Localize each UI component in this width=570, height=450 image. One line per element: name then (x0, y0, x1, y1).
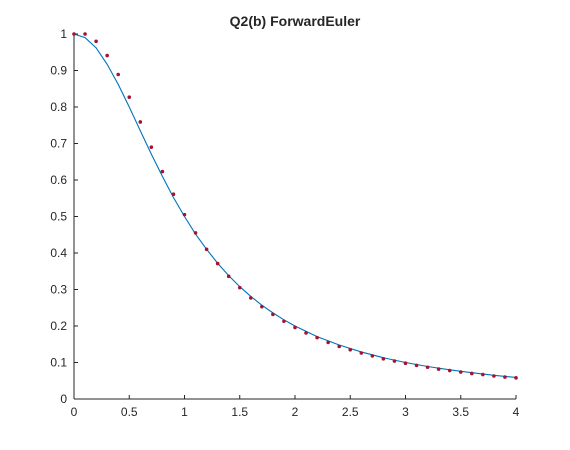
data-point (94, 39, 98, 44)
x-tick-label: 2.5 (342, 405, 359, 419)
data-point (337, 344, 342, 349)
data-point (249, 296, 253, 300)
data-point (72, 32, 76, 36)
data-point (514, 376, 518, 380)
data-point (193, 231, 198, 235)
data-point (470, 371, 474, 376)
x-tick-label: 3 (402, 405, 409, 419)
data-point (348, 347, 353, 352)
data-point (492, 374, 496, 378)
data-point (436, 367, 441, 371)
x-tick-label: 2 (292, 405, 299, 419)
data-point (138, 120, 143, 124)
data-point (271, 312, 275, 317)
data-point (226, 274, 231, 279)
data-point (171, 192, 176, 197)
chart-title: Q2(b) ForwardEuler (230, 13, 361, 29)
data-point (149, 145, 154, 149)
y-axis-ticks: 0 0.1 0.2 0.3 0.4 0.5 0.6 0.7 0.8 0.9 1 (50, 27, 78, 406)
y-tick-label: 0.4 (50, 246, 67, 260)
data-point (83, 32, 87, 36)
data-point (381, 357, 386, 361)
data-point (326, 340, 330, 345)
data-point (315, 335, 319, 340)
data-point (116, 72, 120, 77)
data-point (282, 319, 286, 324)
y-tick-label: 0.1 (50, 356, 67, 370)
x-axis-ticks: 0 0.5 1 1.5 2 2.5 3 3.5 4 (71, 395, 520, 419)
x-tick-label: 0 (71, 405, 78, 419)
data-point (293, 325, 297, 330)
data-point (182, 212, 187, 217)
data-point (127, 95, 132, 99)
y-tick-label: 1 (60, 27, 67, 41)
data-point (237, 285, 242, 290)
data-point (370, 354, 375, 358)
x-tick-label: 3.5 (452, 405, 469, 419)
data-point (458, 370, 463, 374)
data-point (215, 261, 220, 266)
data-point (160, 169, 165, 174)
data-point (447, 368, 452, 373)
y-tick-label: 0.6 (50, 173, 67, 187)
y-tick-label: 0.5 (50, 210, 67, 224)
plot-area: 0 0.5 1 1.5 2 2.5 3 3.5 4 0 0.1 0.2 0.3 0.4 0.5 0.6 0.7… (50, 27, 519, 419)
y-tick-label: 0.2 (50, 319, 67, 333)
y-tick-label: 0 (60, 392, 67, 406)
y-tick-label: 0.7 (50, 137, 67, 151)
data-point (304, 331, 308, 335)
plot-frame (74, 34, 516, 399)
x-tick-label: 0.5 (121, 405, 138, 419)
data-point (481, 372, 485, 377)
x-tick-label: 4 (513, 405, 520, 419)
data-point (414, 363, 419, 368)
y-tick-label: 0.3 (50, 283, 67, 297)
data-point (392, 359, 397, 363)
data-point (503, 375, 507, 379)
y-tick-label: 0.8 (50, 100, 67, 114)
x-tick-label: 1 (181, 405, 188, 419)
y-tick-label: 0.9 (50, 64, 67, 78)
data-point (204, 247, 209, 252)
x-tick-label: 1.5 (231, 405, 248, 419)
data-point (425, 365, 430, 370)
data-point (105, 53, 109, 58)
data-point (403, 361, 408, 366)
data-point (359, 351, 364, 355)
series-layer (72, 32, 518, 380)
data-point (260, 304, 264, 309)
